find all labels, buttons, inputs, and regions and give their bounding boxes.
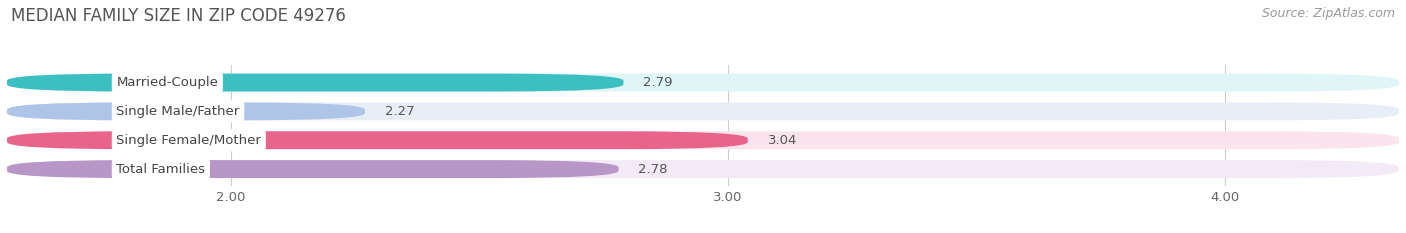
FancyBboxPatch shape: [7, 160, 1399, 178]
Text: 3.04: 3.04: [768, 134, 797, 147]
FancyBboxPatch shape: [7, 74, 1399, 92]
Text: Source: ZipAtlas.com: Source: ZipAtlas.com: [1261, 7, 1395, 20]
Text: Single Female/Mother: Single Female/Mother: [117, 134, 262, 147]
Text: Single Male/Father: Single Male/Father: [117, 105, 239, 118]
FancyBboxPatch shape: [7, 103, 1399, 120]
FancyBboxPatch shape: [7, 160, 619, 178]
FancyBboxPatch shape: [7, 74, 623, 92]
FancyBboxPatch shape: [7, 131, 748, 149]
FancyBboxPatch shape: [7, 103, 366, 120]
Text: Total Families: Total Families: [117, 163, 205, 176]
FancyBboxPatch shape: [7, 131, 1399, 149]
Text: 2.78: 2.78: [638, 163, 668, 176]
Text: Married-Couple: Married-Couple: [117, 76, 218, 89]
Text: 2.27: 2.27: [385, 105, 415, 118]
Text: MEDIAN FAMILY SIZE IN ZIP CODE 49276: MEDIAN FAMILY SIZE IN ZIP CODE 49276: [11, 7, 346, 25]
Text: 2.79: 2.79: [644, 76, 673, 89]
